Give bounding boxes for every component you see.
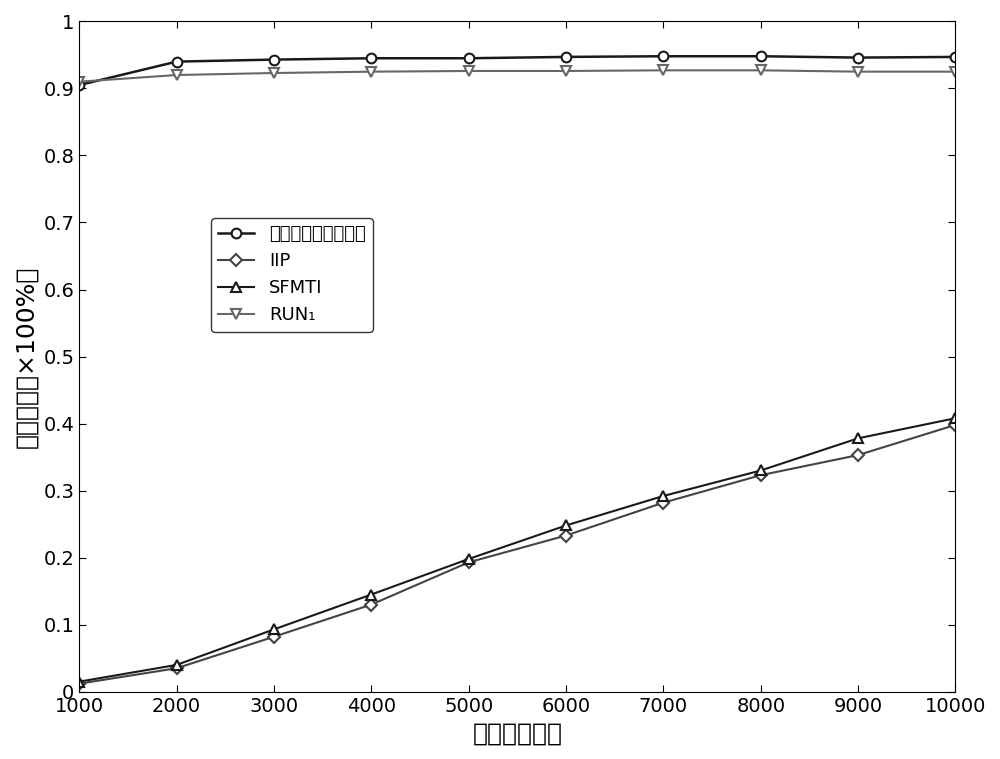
IIP <box>949 420 961 430</box>
Y-axis label: 识别精度（×100%）: 识别精度（×100%） <box>14 266 38 448</box>
IIP <box>852 451 864 460</box>
SFMTI <box>852 433 864 442</box>
RUN₁ <box>171 71 183 80</box>
SFMTI <box>755 466 767 475</box>
SFMTI <box>560 521 572 530</box>
SFMTI <box>171 660 183 669</box>
本发明所提出的方法 <box>560 52 572 61</box>
RUN₁ <box>463 67 475 76</box>
IIP <box>463 558 475 567</box>
RUN₁ <box>268 68 280 77</box>
RUN₁ <box>365 67 377 76</box>
SFMTI <box>949 414 961 423</box>
RUN₁ <box>852 67 864 76</box>
IIP <box>268 632 280 641</box>
SFMTI <box>73 677 85 686</box>
IIP <box>73 679 85 688</box>
本发明所提出的方法 <box>852 53 864 62</box>
RUN₁ <box>560 67 572 76</box>
RUN₁ <box>73 77 85 87</box>
RUN₁ <box>949 67 961 76</box>
本发明所提出的方法 <box>463 54 475 63</box>
Line: SFMTI: SFMTI <box>74 414 960 686</box>
本发明所提出的方法 <box>755 52 767 61</box>
本发明所提出的方法 <box>657 52 669 61</box>
本发明所提出的方法 <box>171 57 183 66</box>
IIP <box>171 663 183 672</box>
IIP <box>657 498 669 507</box>
本发明所提出的方法 <box>268 55 280 65</box>
IIP <box>365 600 377 609</box>
SFMTI <box>463 554 475 563</box>
本发明所提出的方法 <box>949 52 961 61</box>
Line: 本发明所提出的方法: 本发明所提出的方法 <box>74 52 960 90</box>
本发明所提出的方法 <box>73 80 85 90</box>
IIP <box>560 531 572 540</box>
RUN₁ <box>755 66 767 75</box>
RUN₁ <box>657 66 669 75</box>
SFMTI <box>365 590 377 599</box>
IIP <box>755 471 767 480</box>
SFMTI <box>657 491 669 500</box>
Legend: 本发明所提出的方法, IIP, SFMTI, RUN₁: 本发明所提出的方法, IIP, SFMTI, RUN₁ <box>211 218 373 332</box>
本发明所提出的方法 <box>365 54 377 63</box>
SFMTI <box>268 625 280 634</box>
X-axis label: 已知标签数量: 已知标签数量 <box>472 721 562 745</box>
Line: IIP: IIP <box>75 420 960 688</box>
Line: RUN₁: RUN₁ <box>74 65 960 87</box>
